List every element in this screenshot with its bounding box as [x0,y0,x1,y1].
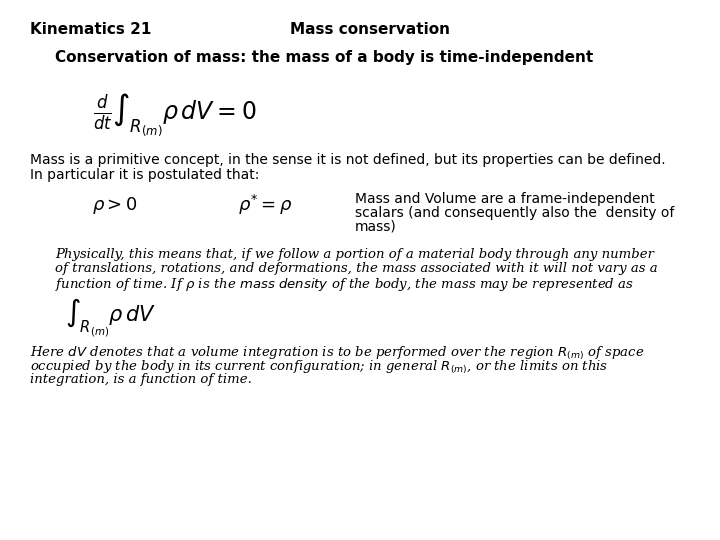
Text: Here $dV$ denotes that a volume integration is to be performed over the region $: Here $dV$ denotes that a volume integrat… [30,345,644,362]
Text: $\rho > 0$: $\rho > 0$ [92,194,138,215]
Text: In particular it is postulated that:: In particular it is postulated that: [30,168,259,182]
Text: scalars (and consequently also the  density of: scalars (and consequently also the densi… [355,206,675,220]
Text: occupied by the body in its current configuration; in general $R_{(m)}$, or the : occupied by the body in its current conf… [30,359,608,376]
Text: Mass conservation: Mass conservation [290,22,450,37]
Text: $\rho^{*} = \rho$: $\rho^{*} = \rho$ [238,193,292,217]
Text: Physically, this means that, if we follow a portion of a material body through a: Physically, this means that, if we follo… [55,248,654,261]
Text: mass): mass) [355,220,397,234]
Text: Conservation of mass: the mass of a body is time-independent: Conservation of mass: the mass of a body… [55,50,593,65]
Text: $\frac{d}{dt}\int_{R_{(m)}} \rho \, dV = 0$: $\frac{d}{dt}\int_{R_{(m)}} \rho \, dV =… [93,92,257,138]
Text: of translations, rotations, and deformations, the mass associated with it will n: of translations, rotations, and deformat… [55,262,657,275]
Text: integration, is a function of time.: integration, is a function of time. [30,373,252,386]
Text: function of time. If $\rho$ is the $\mathit{mass\ density}$ of the body, the mas: function of time. If $\rho$ is the $\mat… [55,276,634,293]
Text: Mass and Volume are a frame-independent: Mass and Volume are a frame-independent [355,192,654,206]
Text: Mass is a primitive concept, in the sense it is not defined, but its properties : Mass is a primitive concept, in the sens… [30,153,665,167]
Text: $\int_{R_{(m)}} \rho \, dV$: $\int_{R_{(m)}} \rho \, dV$ [65,296,156,340]
Text: Kinematics 21: Kinematics 21 [30,22,151,37]
